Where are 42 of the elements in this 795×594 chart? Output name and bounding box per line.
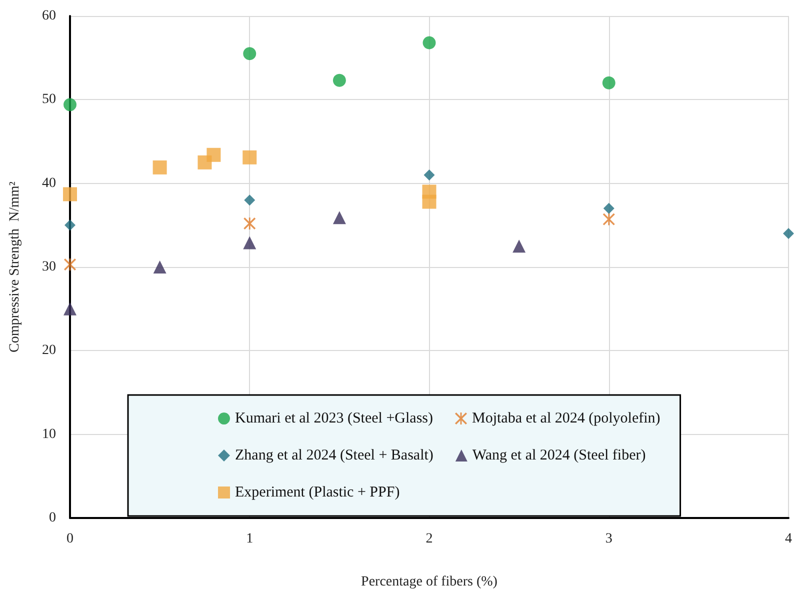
legend-label: Wang et al 2024 (Steel fiber) xyxy=(472,448,646,464)
point xyxy=(64,98,76,112)
point xyxy=(152,160,167,174)
point xyxy=(602,213,615,226)
point xyxy=(424,169,435,180)
point xyxy=(243,236,256,250)
point xyxy=(153,260,166,274)
x-tick-label: 0 xyxy=(66,532,74,546)
x-tick-label: 1 xyxy=(246,532,254,546)
legend-label: Zhang et al 2024 (Steel + Basalt) xyxy=(235,448,434,464)
legend-label: Kumari et al 2023 (Steel +Glass) xyxy=(235,410,433,426)
point xyxy=(783,228,794,240)
point xyxy=(422,194,436,209)
x-axis-title: Percentage of fibers (%) xyxy=(361,574,498,590)
point xyxy=(63,187,77,202)
point xyxy=(603,202,614,214)
x-tick-label: 4 xyxy=(785,532,792,546)
y-tick-label: 0 xyxy=(49,510,56,526)
y-tick-label: 10 xyxy=(42,426,56,442)
y-tick-label: 50 xyxy=(42,92,56,108)
y-tick-label: 60 xyxy=(42,8,56,24)
point xyxy=(206,148,221,162)
x-tick-label: 3 xyxy=(605,532,612,546)
point xyxy=(332,74,346,87)
point xyxy=(242,150,257,164)
y-tick-label: 20 xyxy=(42,343,56,358)
x-tick-label: 2 xyxy=(426,532,433,546)
point xyxy=(64,302,76,316)
point xyxy=(244,217,256,230)
y-tick-label: 30 xyxy=(42,260,56,274)
point xyxy=(244,194,256,206)
point xyxy=(64,258,76,270)
legend-label: Experiment (Plastic + PPF) xyxy=(235,484,400,500)
point xyxy=(332,211,346,224)
point xyxy=(64,220,76,231)
y-axis-title: Compressive Strength N/mm² xyxy=(8,181,22,353)
legend-label: Mojtaba et al 2024 (polyolefin) xyxy=(472,410,660,426)
point xyxy=(243,47,256,60)
point xyxy=(422,36,436,50)
y-tick-label: 40 xyxy=(42,176,56,191)
point xyxy=(512,240,526,253)
point xyxy=(602,76,616,90)
